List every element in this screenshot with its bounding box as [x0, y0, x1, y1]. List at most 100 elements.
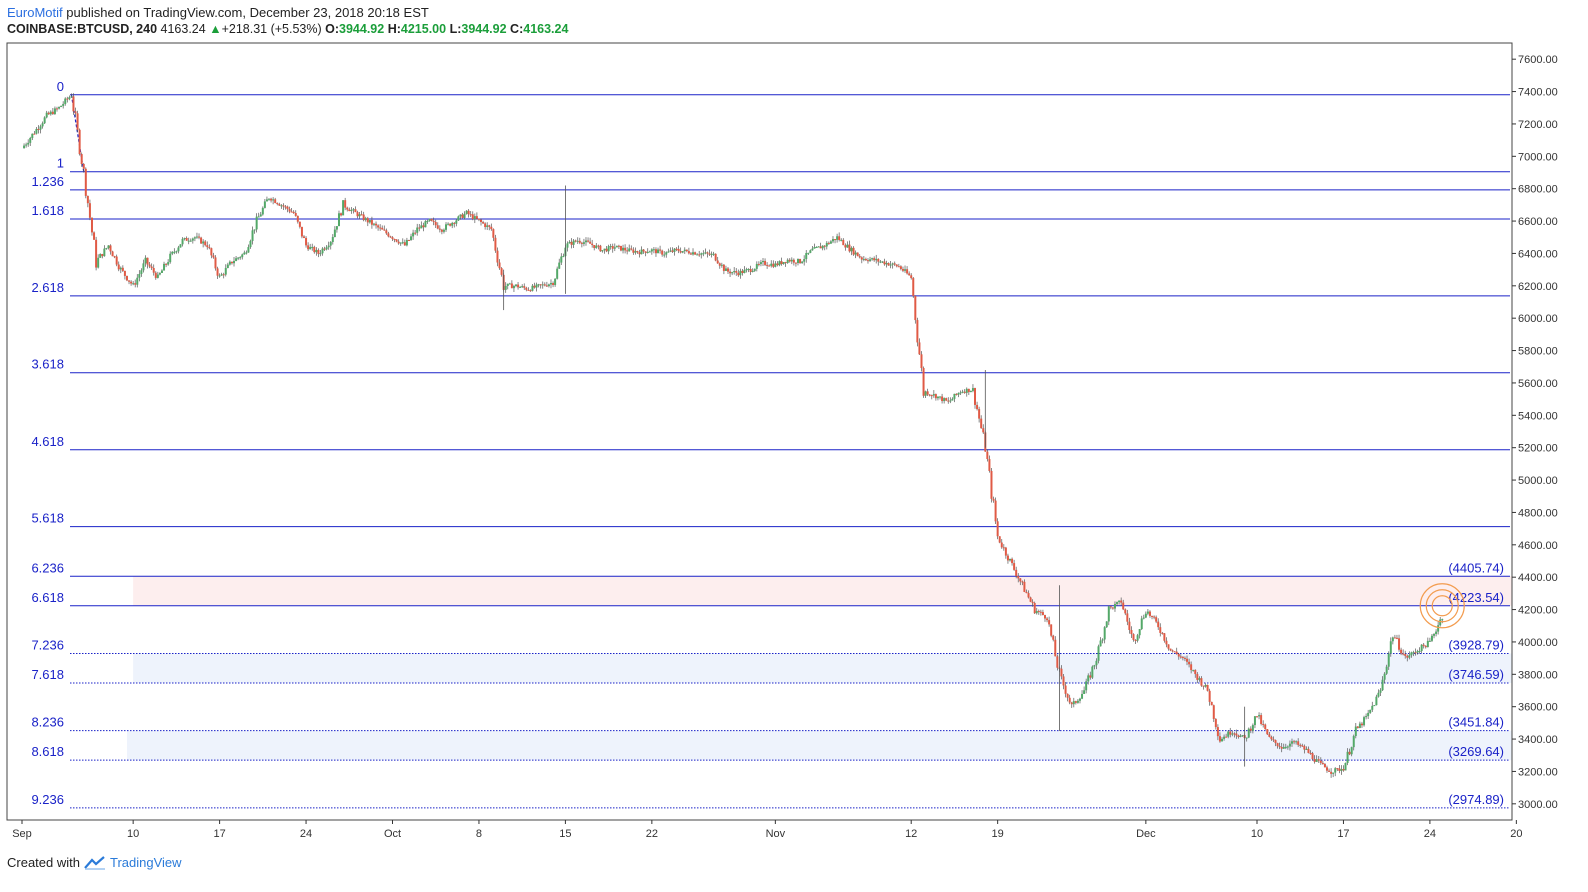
candle-body-135	[300, 226, 303, 237]
fib-zone-0	[133, 576, 1512, 606]
candle-body-621	[1301, 745, 1304, 747]
candle-body-686	[1435, 631, 1438, 635]
candle-body-45	[115, 256, 118, 265]
candle-body-282	[603, 248, 606, 251]
candle-body-457	[963, 391, 966, 393]
candle-body-225	[486, 225, 489, 228]
candle-body-589	[1235, 733, 1238, 736]
candle-body-149	[329, 241, 332, 246]
candle-body-528	[1109, 606, 1112, 608]
candle-body-375	[794, 262, 797, 264]
candle-body-299	[638, 252, 641, 255]
candle-body-160	[352, 209, 355, 211]
candle-body-259	[556, 268, 559, 279]
candle-body-132	[294, 212, 297, 216]
candle-body-390	[825, 242, 828, 247]
candle-body-271	[580, 242, 583, 244]
candle-body-336	[714, 253, 717, 261]
candle-body-416	[879, 261, 882, 263]
candle-body-277	[593, 245, 596, 249]
candle-body-368	[780, 261, 783, 265]
candle-body-138	[307, 245, 310, 250]
candle-body-186	[405, 239, 408, 246]
x-tick-label-8: Nov	[766, 828, 786, 840]
candle-body-118	[265, 199, 268, 202]
candle-body-527	[1107, 606, 1110, 622]
candle-body-553	[1161, 632, 1164, 634]
candle-body-410	[866, 260, 869, 262]
y-tick-label-18: 6600.00	[1518, 216, 1558, 228]
x-tick-label-10: 19	[992, 828, 1004, 840]
candle-body-620	[1299, 744, 1302, 746]
time-axis[interactable]: Sep 10 17 24 Oct 8 15 22 Nov 12 19 Dec 10 17 24 20	[12, 820, 1522, 840]
candle-body-689	[1441, 619, 1444, 621]
candle-body-7	[37, 128, 40, 130]
candle-body-381	[807, 252, 810, 254]
candle-body-302	[644, 251, 647, 253]
candle-body-226	[488, 225, 491, 227]
candle-body-631	[1321, 762, 1324, 765]
candle-body-555	[1165, 640, 1168, 645]
candle-body-291	[622, 247, 625, 251]
author-link[interactable]: EuroMotif	[7, 5, 63, 20]
candle-body-174	[381, 227, 384, 230]
candle-body-75	[177, 247, 180, 252]
candle-body-249	[535, 284, 538, 288]
candle-body-349	[741, 270, 744, 274]
candle-body-447	[943, 398, 946, 402]
candle-body-176	[385, 230, 388, 234]
candle-body-122	[274, 199, 277, 203]
fib-label-4: 2.618	[31, 280, 64, 295]
y-tick-label-17: 6400.00	[1518, 248, 1558, 260]
fib-label-14: 9.236	[31, 792, 64, 807]
candle-body-209	[453, 222, 456, 224]
candle-body-448	[945, 398, 948, 401]
chart-header: EuroMotif published on TradingView.com, …	[7, 4, 568, 38]
published-text: published on TradingView.com, December 2…	[66, 5, 429, 20]
candle-body-72	[171, 251, 174, 254]
candle-body-624	[1307, 748, 1310, 753]
candle-body-345	[733, 270, 736, 273]
candle-body-688	[1439, 619, 1442, 626]
candle-body-565	[1186, 658, 1189, 662]
candle-body-452	[953, 393, 956, 399]
candle-body-68	[163, 263, 166, 271]
candle-body-685	[1433, 634, 1436, 636]
fibonacci-extension[interactable]: 0 1 1.236 1.618 2.618 3.618 4.618 5.618 6.236 (44…	[31, 79, 1510, 809]
candle-body-88	[204, 241, 207, 246]
candle-body-77	[181, 238, 184, 245]
candle-body-522	[1097, 646, 1100, 661]
candle-body-582	[1221, 738, 1224, 742]
candle-body-523	[1099, 640, 1102, 647]
y-tick-label-9: 4800.00	[1518, 507, 1558, 519]
candle-body-439	[926, 391, 929, 395]
candle-body-462	[974, 388, 977, 405]
tradingview-brand[interactable]: TradingView	[109, 855, 182, 870]
candle-body-119	[268, 198, 271, 200]
candle-body-64	[154, 272, 157, 278]
candle-body-635	[1330, 771, 1333, 774]
candle-body-95	[218, 275, 221, 277]
candle-body-175	[383, 229, 386, 231]
candle-body-610	[1278, 746, 1281, 748]
candle-body-634	[1328, 770, 1331, 772]
candle-body-231	[498, 262, 501, 269]
candle-body-346	[735, 270, 738, 273]
candle-body-198	[430, 218, 433, 221]
price-axis[interactable]: 3000.00 3200.00 3400.00 3600.00 3800.00 4000.…	[1512, 54, 1558, 811]
candle-body-67	[160, 270, 163, 273]
candle-body-293	[626, 250, 629, 252]
candle-body-117	[263, 201, 266, 208]
candle-body-365	[774, 263, 777, 267]
candle-body-60	[146, 257, 149, 265]
target-circle-icon-1	[1425, 589, 1459, 623]
candle-body-274	[587, 240, 590, 242]
candle-body-252	[541, 284, 544, 286]
candle-body-32	[88, 203, 91, 218]
candle-body-376	[796, 258, 799, 264]
candle-body-566	[1188, 661, 1191, 665]
y-tick-label-2: 3400.00	[1518, 734, 1558, 746]
x-tick-label-6: 15	[559, 828, 571, 840]
candle-body-275	[589, 241, 592, 244]
